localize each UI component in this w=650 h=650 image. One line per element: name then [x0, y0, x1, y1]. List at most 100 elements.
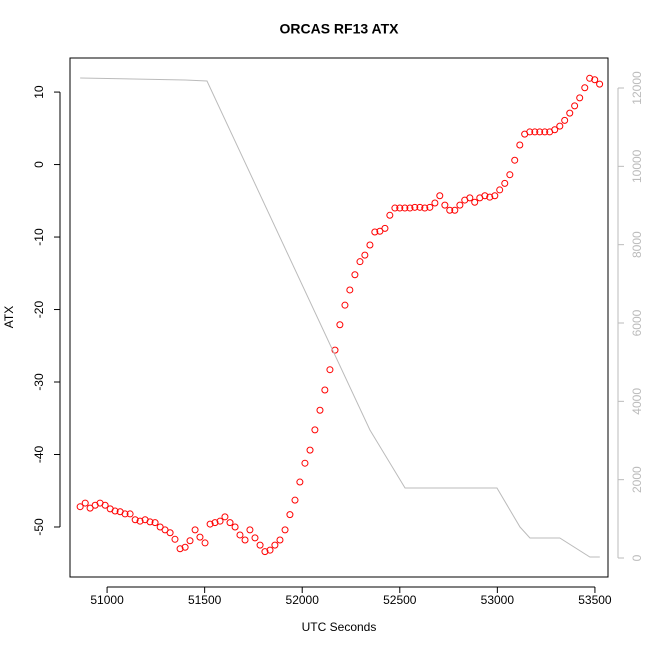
data-point	[366, 241, 374, 249]
data-point	[176, 545, 184, 553]
data-point	[216, 517, 224, 525]
data-point	[561, 116, 569, 124]
data-point	[311, 426, 319, 434]
data-point	[131, 516, 139, 524]
x-tick-label: 51500	[188, 593, 222, 607]
data-point	[166, 529, 174, 537]
x-tick-label: 51000	[90, 593, 124, 607]
data-point	[491, 192, 499, 200]
data-point	[556, 122, 564, 130]
data-point	[81, 499, 89, 507]
data-point	[446, 206, 454, 214]
data-point	[541, 128, 549, 136]
data-point	[346, 286, 354, 294]
data-point	[306, 446, 314, 454]
data-point	[481, 192, 489, 200]
data-point	[236, 531, 244, 539]
data-point	[146, 518, 154, 526]
data-point	[406, 204, 414, 212]
data-point	[246, 526, 254, 534]
x-tick-label: 52500	[383, 593, 417, 607]
data-point	[426, 203, 434, 211]
data-point	[111, 507, 119, 515]
data-point	[286, 511, 294, 519]
data-point	[126, 510, 134, 518]
data-point	[341, 301, 349, 309]
y-axis-label: ATX	[2, 306, 16, 328]
data-point	[231, 523, 239, 531]
data-point	[196, 533, 204, 541]
x-tick-label: 53000	[481, 593, 515, 607]
x-axis-label: UTC Seconds	[302, 620, 377, 634]
data-point	[161, 526, 169, 534]
data-point	[211, 519, 219, 527]
data-point	[411, 203, 419, 211]
data-point	[496, 186, 504, 194]
data-point	[381, 224, 389, 232]
data-point	[441, 201, 449, 209]
data-point	[571, 102, 579, 110]
data-point	[181, 543, 189, 551]
data-point	[86, 504, 94, 512]
data-point	[121, 510, 129, 518]
data-point	[276, 536, 284, 544]
data-point	[261, 548, 269, 556]
data-point	[536, 128, 544, 136]
data-point	[326, 366, 334, 374]
data-point	[386, 211, 394, 219]
data-point	[421, 204, 429, 212]
data-point	[321, 386, 329, 394]
data-point	[226, 519, 234, 527]
data-point	[201, 539, 209, 547]
data-point	[271, 541, 279, 549]
x-tick-label: 53500	[578, 593, 612, 607]
data-point	[451, 206, 459, 214]
y-tick-label: -40	[32, 446, 46, 464]
plot-box	[69, 57, 609, 578]
x-tick-label: 52000	[286, 593, 320, 607]
data-point	[376, 227, 384, 235]
data-point	[436, 192, 444, 200]
data-point	[266, 546, 274, 554]
data-point	[206, 520, 214, 528]
data-point	[186, 537, 194, 545]
data-point	[516, 141, 524, 149]
y2-tick-label: 10000	[630, 149, 644, 183]
data-point	[251, 534, 259, 542]
data-point	[416, 203, 424, 211]
data-point	[456, 201, 464, 209]
y-tick-label: 0	[32, 161, 46, 168]
data-point	[471, 198, 479, 206]
data-point	[256, 541, 264, 549]
y2-tick-label: 4000	[630, 388, 644, 415]
data-point	[591, 76, 599, 84]
data-point	[576, 94, 584, 102]
data-point	[191, 526, 199, 534]
data-point	[361, 251, 369, 259]
data-point	[351, 271, 359, 279]
data-point	[566, 109, 574, 117]
y-tick-label: -20	[32, 301, 46, 319]
data-point	[551, 126, 559, 134]
data-point	[151, 519, 159, 527]
data-point	[101, 501, 109, 509]
data-point	[431, 199, 439, 207]
data-point	[526, 128, 534, 136]
data-point	[596, 80, 604, 88]
data-point	[331, 346, 339, 354]
data-point	[241, 536, 249, 544]
data-point	[76, 503, 84, 511]
data-point	[371, 228, 379, 236]
data-point	[301, 459, 309, 467]
data-point	[171, 535, 179, 543]
y-tick-label: -10	[32, 228, 46, 246]
y2-tick-label: 12000	[630, 71, 644, 105]
data-point	[296, 478, 304, 486]
y-tick-label: 10	[32, 85, 46, 99]
data-point	[506, 171, 514, 179]
data-point	[501, 179, 509, 187]
data-point	[511, 156, 519, 164]
data-point	[316, 406, 324, 414]
data-point	[466, 194, 474, 202]
